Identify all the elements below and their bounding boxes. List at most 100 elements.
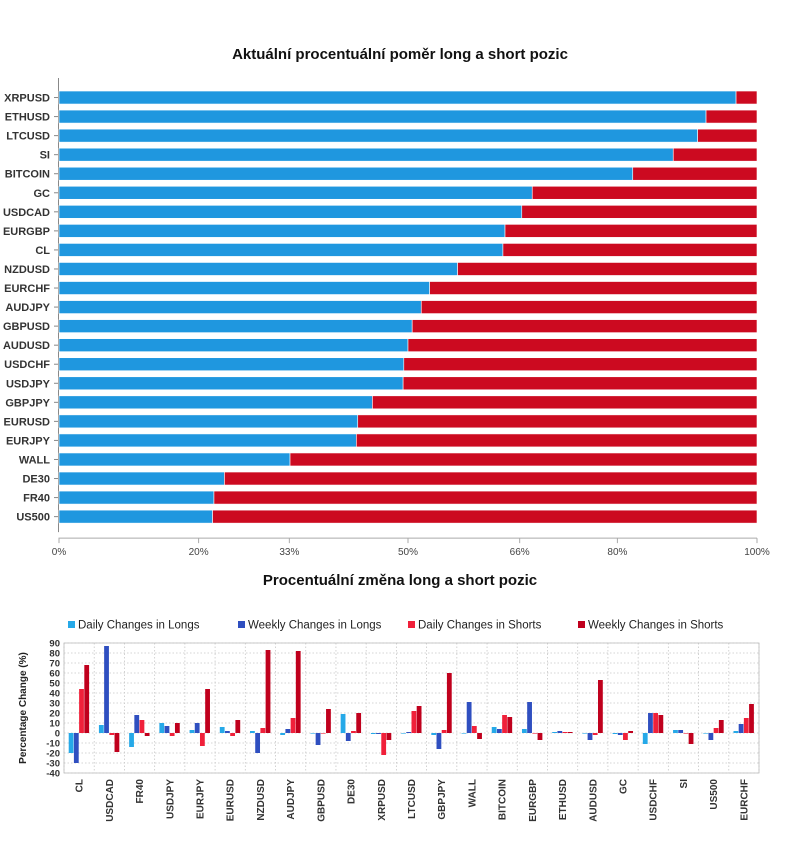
bar-short-gc (531, 185, 758, 200)
category-label-eurchf: EURCHF (4, 283, 50, 295)
bar-daily_longs-ltcusd (401, 733, 406, 734)
bar-weekly_longs-xrpusd (376, 733, 381, 734)
category-label-fr40: FR40 (135, 779, 146, 804)
bar-daily_longs-ethusd (552, 732, 557, 733)
bar-short-de30 (224, 471, 758, 486)
bar-weekly_shorts-gc (628, 731, 634, 733)
bar-short-wall (289, 452, 758, 467)
bar-daily_longs-audjpy (280, 733, 286, 735)
category-label-bitcoin: BITCOIN (5, 169, 50, 181)
bar-short-cl (502, 243, 758, 257)
bar-daily_longs-bitcoin (491, 727, 497, 733)
category-label-cl: CL (35, 245, 50, 257)
bar-daily_shorts-si (683, 733, 689, 734)
bar-long-audjpy (58, 300, 422, 314)
bar-weekly_shorts-de30 (356, 713, 362, 733)
bar-daily_shorts-usdchf (653, 713, 659, 733)
category-label-xrpusd: XRPUSD (4, 93, 50, 105)
bar-weekly_shorts-eurgbp (537, 733, 543, 740)
bar-short-bitcoin (632, 166, 758, 181)
bar-daily_shorts-xrpusd (381, 733, 387, 755)
ratio-chart: XRPUSD ETHUSD LTCUSD SI BITCOIN GC USDCAD EURGB… (3, 78, 770, 558)
bar-daily_shorts-gbpusd (320, 733, 326, 734)
bar-weekly_shorts-usdcad (114, 733, 120, 752)
bar-weekly_longs-eurchf (738, 724, 744, 733)
bar-daily_shorts-wall (471, 726, 477, 733)
bar-daily_longs-gc (612, 733, 618, 734)
bar-weekly_shorts-usdchf (658, 715, 664, 733)
y-tick-label: 80 (49, 649, 60, 660)
bar-weekly_shorts-eurusd (235, 720, 241, 733)
legend-swatch-daily_longs (68, 621, 75, 628)
category-label-us500: US500 (709, 779, 720, 810)
legend-swatch-weekly_shorts (578, 621, 585, 628)
y-axis-label: Percentage Change (%) (18, 652, 29, 764)
bar-daily_shorts-eurchf (743, 718, 749, 733)
bar-long-gbpjpy (58, 395, 373, 410)
x-tick-label: 33% (279, 547, 299, 558)
category-label-audjpy: AUDJPY (286, 779, 297, 820)
bar-daily_shorts-ltcusd (411, 711, 417, 733)
bar-short-audusd (407, 338, 758, 352)
bar-daily_longs-usdcad (98, 725, 104, 733)
category-label-usdcad: USDCAD (105, 779, 116, 822)
bar-short-usdcad (521, 205, 758, 219)
bar-daily_longs-fr40 (129, 733, 134, 747)
bar-daily_shorts-usdcad (109, 733, 115, 735)
bar-daily_longs-usdjpy (159, 723, 165, 733)
bar-long-usdjpy (58, 376, 404, 391)
bar-daily_shorts-audusd (592, 733, 598, 735)
x-tick-label: 66% (510, 547, 530, 558)
bar-daily_shorts-gbpjpy (441, 730, 447, 733)
category-label-de30: DE30 (347, 779, 358, 804)
category-label-ethusd: ETHUSD (5, 112, 50, 124)
bar-daily_longs-gbpusd (310, 733, 316, 734)
bar-weekly_shorts-wall (477, 733, 482, 739)
bar-long-bitcoin (58, 166, 634, 181)
x-tick-label: 20% (189, 547, 209, 558)
category-label-si: SI (40, 150, 50, 162)
bar-weekly_longs-eurusd (224, 731, 230, 733)
bar-long-audusd (58, 338, 409, 352)
y-tick-label: 20 (49, 709, 60, 720)
bar-long-si (58, 147, 674, 162)
category-label-eurgbp: EURGBP (3, 226, 50, 238)
y-tick-label: 10 (49, 719, 60, 730)
bar-daily_longs-de30 (340, 714, 346, 733)
bar-weekly_longs-usdchf (648, 713, 653, 733)
legend-item-daily_longs: Daily Changes in Longs (68, 620, 200, 632)
category-label-gbpjpy: GBPJPY (437, 779, 448, 820)
y-tick-label: -10 (46, 739, 60, 750)
category-label-ltcusd: LTCUSD (407, 779, 418, 819)
bar-weekly_longs-us500 (708, 733, 714, 740)
chart1-title: Aktuální procentuální poměr long a short… (232, 46, 568, 63)
category-label-ethusd: ETHUSD (558, 779, 569, 820)
bar-long-eurusd (58, 414, 359, 429)
y-tick-label: 90 (49, 639, 60, 650)
category-label-audusd: AUDUSD (3, 340, 50, 352)
y-tick-label: -40 (46, 769, 60, 780)
bar-daily_shorts-gc (623, 733, 628, 740)
y-tick-label: 50 (49, 679, 60, 690)
bar-daily_longs-audusd (582, 733, 588, 734)
category-label-bitcoin: BITCOIN (498, 779, 509, 820)
bar-long-eurjpy (58, 433, 357, 448)
bar-long-fr40 (58, 490, 215, 505)
bar-weekly_shorts-eurjpy (205, 689, 210, 733)
bar-weekly_shorts-us500 (718, 720, 724, 733)
bar-long-usdcad (58, 205, 523, 219)
bar-long-cl (58, 243, 504, 257)
bar-daily_longs-us500 (703, 733, 709, 734)
bar-short-eurchf (429, 281, 758, 295)
bar-weekly_shorts-eurchf (749, 704, 754, 733)
bar-daily_shorts-us500 (713, 728, 719, 733)
bar-daily_longs-wall (461, 733, 467, 734)
category-label-wall: WALL (19, 454, 50, 466)
bar-daily_longs-eurusd (219, 727, 225, 733)
bar-daily_shorts-cl (79, 689, 84, 733)
bar-short-gbpusd (411, 319, 758, 333)
bar-weekly_longs-eurgbp (527, 702, 532, 733)
bar-long-gc (58, 185, 533, 200)
bar-weekly_longs-bitcoin (496, 729, 502, 733)
bar-long-de30 (58, 471, 225, 486)
